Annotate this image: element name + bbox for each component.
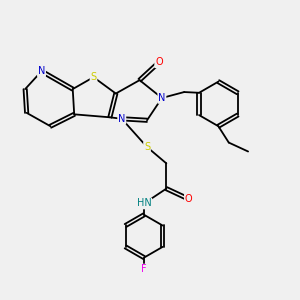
Text: S: S — [144, 142, 150, 152]
Text: O: O — [185, 194, 193, 204]
Text: N: N — [38, 66, 45, 76]
Text: F: F — [141, 265, 147, 275]
Text: N: N — [158, 93, 166, 103]
Text: S: S — [91, 72, 97, 82]
Text: HN: HN — [137, 199, 152, 208]
Text: N: N — [118, 114, 125, 124]
Text: O: O — [155, 57, 163, 67]
